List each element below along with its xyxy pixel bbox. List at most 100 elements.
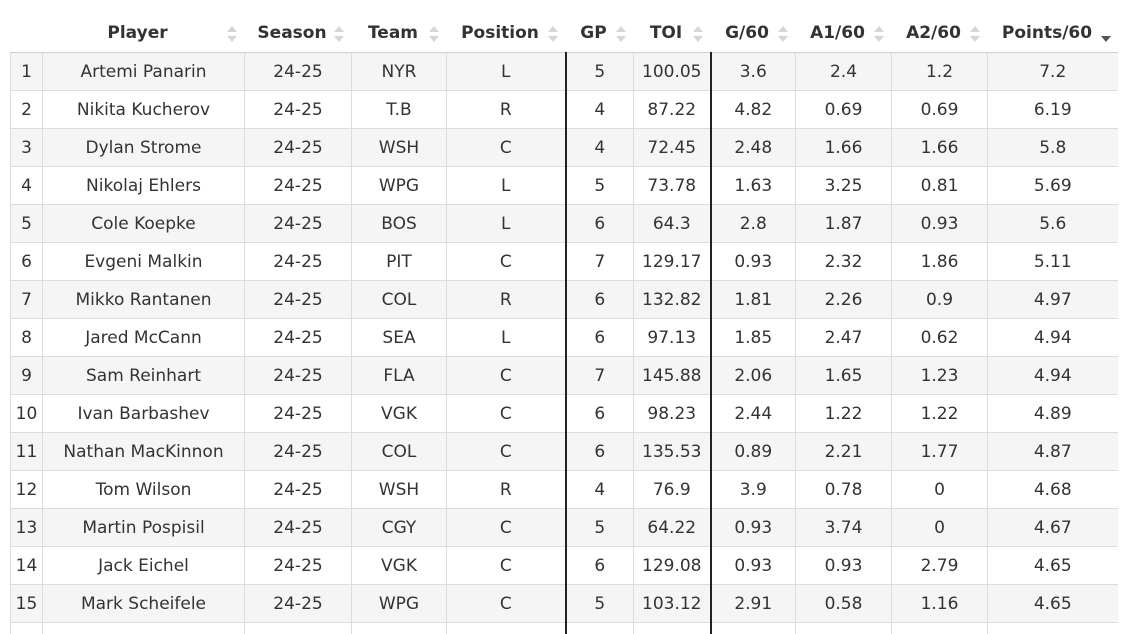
cell-toi: 135.53 xyxy=(633,432,712,471)
table-body: 1 Artemi Panarin 24-25 NYR L 5 100.05 3.6 2.4 1.2… xyxy=(10,52,1118,634)
cell-pts60: 4.89 xyxy=(987,394,1118,433)
cell-g60: 3.9 xyxy=(710,470,796,509)
header-toi[interactable]: TOI xyxy=(633,14,711,53)
cell-gp xyxy=(565,622,634,634)
cell-gp: 7 xyxy=(565,242,634,281)
cell-player: Mikko Rantanen xyxy=(42,280,245,319)
cell-pts60: 5.69 xyxy=(987,166,1118,205)
cell-position: C xyxy=(446,356,567,395)
cell-g60: 2.44 xyxy=(710,394,796,433)
cell-g60: 0.89 xyxy=(710,432,796,471)
cell-toi: 145.88 xyxy=(633,356,712,395)
cell-rank: 10 xyxy=(10,394,43,433)
cell-season: 24-25 xyxy=(244,242,352,281)
cell-pts60: 4.97 xyxy=(987,280,1118,319)
header-label-a260: A2/60 xyxy=(906,23,961,43)
sort-icon[interactable] xyxy=(547,26,558,44)
player-stats-table: Player Season Team Position GP TOI G/60 A1/60 A2… xyxy=(10,14,1118,634)
cell-toi: 76.9 xyxy=(633,470,712,509)
cell-g60: 1.81 xyxy=(710,280,796,319)
cell-a260: 0.93 xyxy=(891,204,988,243)
cell-rank: 9 xyxy=(10,356,43,395)
cell-position: C xyxy=(446,242,567,281)
cell-a260: 0.81 xyxy=(891,166,988,205)
cell-position: C xyxy=(446,394,567,433)
table-row[interactable]: 8 Jared McCann 24-25 SEA L 6 97.13 1.85 2.47 0.62… xyxy=(10,318,1118,357)
cell-g60 xyxy=(710,622,796,634)
sort-descending-icon[interactable] xyxy=(1100,26,1111,44)
cell-pts60: 4.94 xyxy=(987,356,1118,395)
header-pts60[interactable]: Points/60 xyxy=(987,14,1118,53)
header-player[interactable]: Player xyxy=(42,14,245,53)
cell-position: C xyxy=(446,584,567,623)
cell-team: WSH xyxy=(351,128,447,167)
cell-gp: 6 xyxy=(565,280,634,319)
cell-player: Jared McCann xyxy=(42,318,245,357)
cell-rank: 11 xyxy=(10,432,43,471)
cell-player: Sam Reinhart xyxy=(42,356,245,395)
cell-toi: 103.12 xyxy=(633,584,712,623)
cell-g60: 2.91 xyxy=(710,584,796,623)
cell-a260: 1.86 xyxy=(891,242,988,281)
header-label-toi: TOI xyxy=(649,23,683,43)
header-position[interactable]: Position xyxy=(446,14,566,53)
table-row[interactable]: 7 Mikko Rantanen 24-25 COL R 6 132.82 1.81 2.26 0… xyxy=(10,280,1118,319)
cell-toi: 72.45 xyxy=(633,128,712,167)
table-row[interactable]: 11 Nathan MacKinnon 24-25 COL C 6 135.53 0.89 2.… xyxy=(10,432,1118,471)
table-row[interactable]: 15 Mark Scheifele 24-25 WPG C 5 103.12 2.91 0.58… xyxy=(10,584,1118,623)
table-row[interactable]: 4 Nikolaj Ehlers 24-25 WPG L 5 73.78 1.63 3.25 0.… xyxy=(10,166,1118,205)
cell-player: Mark Scheifele xyxy=(42,584,245,623)
table-row[interactable]: 1 Artemi Panarin 24-25 NYR L 5 100.05 3.6 2.4 1.2… xyxy=(10,52,1118,91)
header-gp[interactable]: GP xyxy=(565,14,634,53)
cell-a260: 0.9 xyxy=(891,280,988,319)
cell-season: 24-25 xyxy=(244,204,352,243)
header-team[interactable]: Team xyxy=(351,14,447,53)
cell-g60: 2.8 xyxy=(710,204,796,243)
sort-icon[interactable] xyxy=(692,26,703,44)
cell-a260 xyxy=(891,622,988,634)
cell-g60: 0.93 xyxy=(710,508,796,547)
cell-rank: 12 xyxy=(10,470,43,509)
cell-a160: 0.78 xyxy=(795,470,892,509)
sort-icon[interactable] xyxy=(615,26,626,44)
table-row[interactable]: 3 Dylan Strome 24-25 WSH C 4 72.45 2.48 1.66 1.66… xyxy=(10,128,1118,167)
table-row[interactable]: 2 Nikita Kucherov 24-25 T.B R 4 87.22 4.82 0.69 0… xyxy=(10,90,1118,129)
table-row[interactable]: 12 Tom Wilson 24-25 WSH R 4 76.9 3.9 0.78 0 4.68 xyxy=(10,470,1118,509)
cell-pts60: 4.68 xyxy=(987,470,1118,509)
header-g60[interactable]: G/60 xyxy=(710,14,796,53)
cell-team: T.B xyxy=(351,90,447,129)
cell-gp: 5 xyxy=(565,166,634,205)
cell-season: 24-25 xyxy=(244,470,352,509)
header-row: Player Season Team Position GP TOI G/60 A1/60 A2… xyxy=(10,14,1118,53)
sort-icon[interactable] xyxy=(333,26,344,44)
cell-team: WPG xyxy=(351,584,447,623)
table-row[interactable]: 6 Evgeni Malkin 24-25 PIT C 7 129.17 0.93 2.32 1.… xyxy=(10,242,1118,281)
table-row-partial[interactable] xyxy=(10,622,1118,634)
cell-g60: 2.48 xyxy=(710,128,796,167)
header-a160[interactable]: A1/60 xyxy=(795,14,892,53)
cell-rank: 5 xyxy=(10,204,43,243)
cell-a160: 1.22 xyxy=(795,394,892,433)
header-label-player: Player xyxy=(107,23,168,43)
table-row[interactable]: 9 Sam Reinhart 24-25 FLA C 7 145.88 2.06 1.65 1.2… xyxy=(10,356,1118,395)
table-row[interactable]: 14 Jack Eichel 24-25 VGK C 6 129.08 0.93 0.93 2.7… xyxy=(10,546,1118,585)
cell-gp: 4 xyxy=(565,470,634,509)
cell-position: L xyxy=(446,166,567,205)
cell-team: SEA xyxy=(351,318,447,357)
sort-icon[interactable] xyxy=(969,26,980,44)
table-row[interactable]: 13 Martin Pospisil 24-25 CGY C 5 64.22 0.93 3.74… xyxy=(10,508,1118,547)
header-a260[interactable]: A2/60 xyxy=(891,14,988,53)
cell-toi: 97.13 xyxy=(633,318,712,357)
cell-a260: 0.62 xyxy=(891,318,988,357)
table-row[interactable]: 5 Cole Koepke 24-25 BOS L 6 64.3 2.8 1.87 0.93 5.6 xyxy=(10,204,1118,243)
cell-position: R xyxy=(446,90,567,129)
table-row[interactable]: 10 Ivan Barbashev 24-25 VGK C 6 98.23 2.44 1.22 1… xyxy=(10,394,1118,433)
header-season[interactable]: Season xyxy=(244,14,352,53)
cell-gp: 4 xyxy=(565,128,634,167)
cell-rank: 2 xyxy=(10,90,43,129)
sort-icon[interactable] xyxy=(428,26,439,44)
sort-icon[interactable] xyxy=(873,26,884,44)
stats-table-container: Player Season Team Position GP TOI G/60 A1/60 A2… xyxy=(10,14,1118,634)
sort-icon[interactable] xyxy=(226,26,237,44)
sort-icon[interactable] xyxy=(777,26,788,44)
